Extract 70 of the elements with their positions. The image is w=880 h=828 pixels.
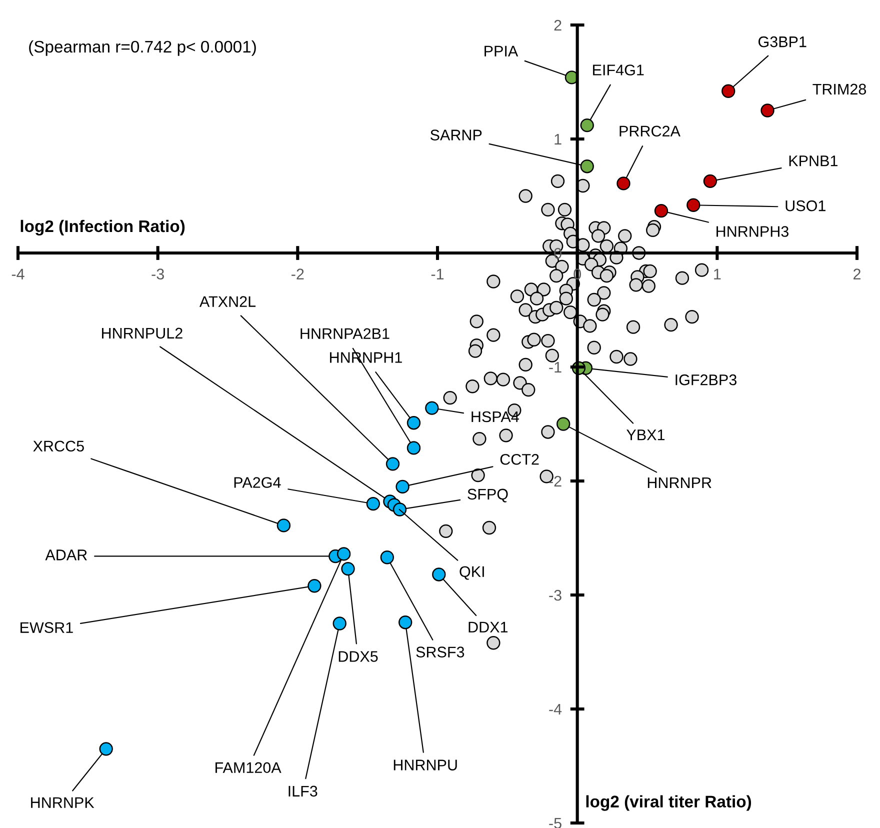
point (760, 104, 774, 118)
point (432, 568, 446, 582)
annotation: HNRNPU (394, 760, 457, 770)
point (703, 174, 718, 188)
annotation: ADAR (45, 550, 87, 560)
annotation: PRRC2A (620, 126, 680, 137)
annotation: KPNB1 (789, 156, 838, 166)
annotation: DDX5 (338, 651, 378, 662)
point (406, 416, 421, 430)
annotation: XRCC5 (33, 440, 84, 452)
annotation: IGF2BP3 (676, 374, 736, 386)
annotation: HNRNPR (648, 477, 712, 488)
point (406, 441, 421, 455)
annotation: FAM120A (216, 762, 282, 774)
annotation: (Spearman r=0.742 p< 0.0001) (29, 40, 256, 56)
point (386, 457, 400, 471)
point (580, 118, 594, 132)
point (398, 616, 412, 630)
point (425, 401, 439, 415)
annotation: PPIA (484, 46, 518, 56)
annotation: SARNP (430, 130, 482, 140)
annotation: USO1 (786, 200, 826, 212)
annotation: HNRNPH3 (716, 226, 788, 237)
x-tick-label: -1 (431, 268, 444, 280)
point (396, 480, 410, 494)
point (686, 198, 700, 212)
point (341, 562, 355, 576)
annotation: ATXN2L (199, 296, 256, 307)
point (276, 518, 291, 532)
y-tick-label: -2 (549, 476, 562, 487)
point (332, 616, 346, 630)
x-tick-label: -2 (292, 268, 304, 280)
annotation: PA2G4 (234, 477, 281, 488)
annotation: CCT2 (500, 454, 539, 465)
point (654, 204, 668, 218)
point (99, 742, 113, 756)
annotation: HNRNPK (31, 797, 94, 808)
point (366, 496, 380, 511)
x-tick-label: 1 (714, 268, 721, 280)
annotation: EIF4G1 (593, 64, 644, 76)
point (580, 160, 594, 174)
annotation: ILF3 (288, 786, 318, 797)
point (392, 502, 407, 516)
annotation: EWSR1 (20, 622, 73, 633)
annotation: YBX1 (626, 430, 665, 440)
y-tick-label: -4 (549, 704, 562, 715)
x-tick-label: -4 (12, 268, 24, 280)
point (308, 579, 322, 593)
annotation: SRSF3 (416, 646, 464, 658)
point (380, 550, 394, 564)
y-axis-title: log2 (viral titer Ratio) (586, 795, 752, 811)
annotation: QKI (460, 566, 484, 580)
annotation: DDX1 (468, 622, 508, 632)
annotation: G3BP1 (758, 36, 806, 48)
y-tick-label: -3 (549, 590, 562, 601)
annotation: HSPA4 (472, 411, 519, 422)
annotation: HNRNPUL2 (102, 328, 182, 339)
y-tick-label: -1 (549, 362, 562, 373)
annotation: TRIM28 (812, 84, 866, 95)
x-tick-label: 2 (854, 268, 860, 280)
annotation: SFPQ (468, 488, 508, 502)
point (336, 547, 351, 561)
point (556, 417, 570, 431)
point (722, 84, 736, 98)
y-tick-label: 1 (554, 134, 562, 145)
x-tick-label: -3 (152, 268, 164, 280)
point (616, 176, 630, 190)
y-tick-label: 2 (554, 20, 562, 31)
x-axis-title: log2 (Infection Ratio) (20, 220, 185, 236)
annotation: HNRNPA2B1 (300, 328, 390, 339)
